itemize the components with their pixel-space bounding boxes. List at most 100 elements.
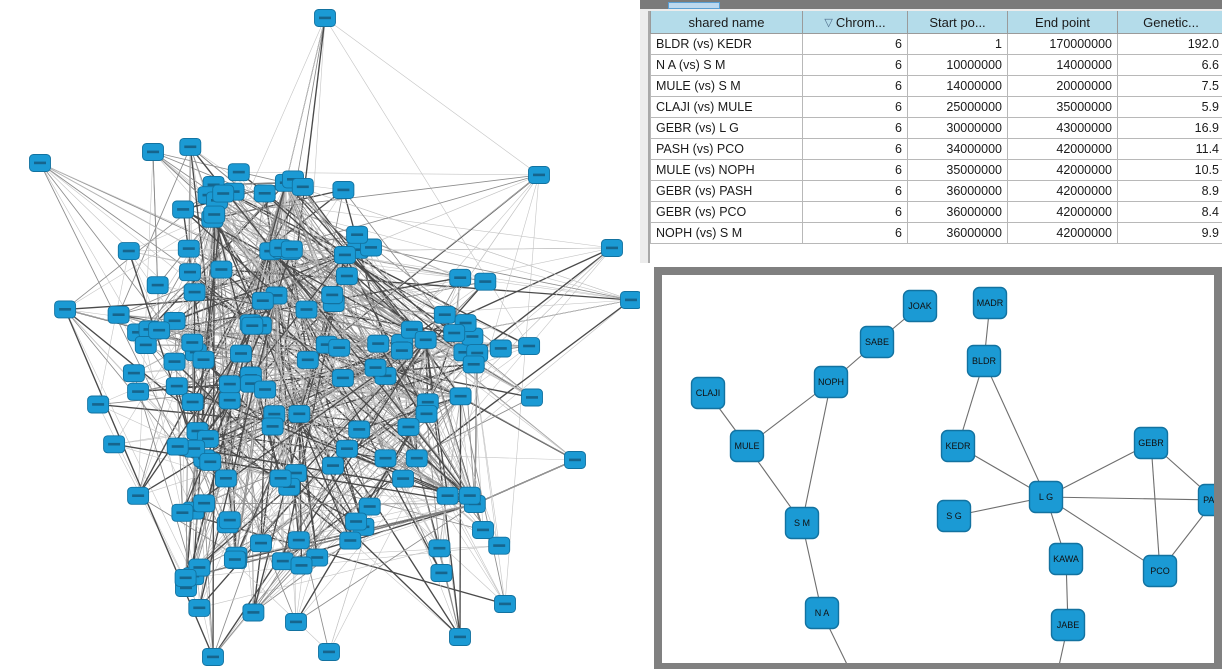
cell-start_point[interactable]: 36000000 xyxy=(907,180,1008,202)
main-network-node[interactable] xyxy=(181,393,204,412)
cell-shared_name[interactable]: NOPH (vs) S M xyxy=(650,222,803,244)
main-network-edge[interactable] xyxy=(192,214,215,403)
cell-genetic[interactable]: 6.6 xyxy=(1117,54,1222,76)
main-network-edge[interactable] xyxy=(192,251,271,343)
main-network-node[interactable] xyxy=(227,163,250,182)
cell-end_point[interactable]: 35000000 xyxy=(1007,96,1118,118)
main-network-node[interactable] xyxy=(474,272,497,291)
main-network-node[interactable] xyxy=(364,358,387,377)
table-row[interactable]: NOPH (vs) S M 6 36000000 42000000 9.9 xyxy=(650,222,1222,244)
main-network-node[interactable] xyxy=(428,539,451,558)
main-network-node[interactable] xyxy=(177,239,200,258)
column-header-start-point[interactable]: Start po... xyxy=(907,11,1008,34)
data-grid-container[interactable]: shared name ▽ Chrom... Start po... End po… xyxy=(648,11,1222,263)
cell-start_point[interactable]: 36000000 xyxy=(907,222,1008,244)
cell-end_point[interactable]: 42000000 xyxy=(1007,138,1118,160)
main-network-edge[interactable] xyxy=(459,396,462,638)
main-network-node[interactable] xyxy=(390,341,413,360)
main-network-edge[interactable] xyxy=(291,186,304,250)
main-network-edge[interactable] xyxy=(425,339,576,461)
main-network-node[interactable] xyxy=(620,291,641,309)
main-network-node[interactable] xyxy=(199,452,222,471)
main-network-edge[interactable] xyxy=(276,182,287,296)
main-network-edge[interactable] xyxy=(39,162,237,561)
cell-genetic[interactable]: 11.4 xyxy=(1117,138,1222,160)
main-network-edge[interactable] xyxy=(252,254,346,613)
main-network-edge[interactable] xyxy=(39,162,426,341)
subnetwork-node-noph[interactable]: NOPH xyxy=(813,365,849,399)
main-network-edge[interactable] xyxy=(199,294,333,609)
main-network-edge[interactable] xyxy=(177,446,262,544)
main-network-node[interactable] xyxy=(528,166,550,184)
main-network-edge[interactable] xyxy=(182,209,277,296)
main-network-edge[interactable] xyxy=(222,193,351,541)
main-network-node[interactable] xyxy=(521,388,543,407)
main-network-edge[interactable] xyxy=(216,200,277,296)
main-network-node[interactable] xyxy=(253,184,276,203)
main-network-node[interactable] xyxy=(269,469,292,488)
main-network-node[interactable] xyxy=(172,200,195,219)
main-network-edge[interactable] xyxy=(137,182,287,333)
main-network-edge[interactable] xyxy=(291,249,340,348)
main-network-edge[interactable] xyxy=(233,191,271,252)
cell-start_point[interactable]: 36000000 xyxy=(907,201,1008,223)
main-network-node[interactable] xyxy=(367,334,390,353)
main-network-edge[interactable] xyxy=(285,17,326,183)
main-network-edge[interactable] xyxy=(280,339,426,479)
main-network-edge[interactable] xyxy=(213,214,307,310)
main-network-edge[interactable] xyxy=(152,151,286,184)
main-network-node[interactable] xyxy=(146,276,169,295)
cell-chromosome[interactable]: 6 xyxy=(802,117,908,139)
main-network-node[interactable] xyxy=(287,531,310,550)
main-network-edge[interactable] xyxy=(285,182,427,341)
main-network-edge[interactable] xyxy=(324,17,530,347)
cell-chromosome[interactable]: 6 xyxy=(802,75,908,97)
main-network-node[interactable] xyxy=(163,352,186,371)
subnetwork-node-l-g[interactable]: L G xyxy=(1028,480,1064,514)
cell-start_point[interactable]: 14000000 xyxy=(907,75,1008,97)
cell-chromosome[interactable]: 6 xyxy=(802,180,908,202)
subnetwork-edge[interactable] xyxy=(1045,496,1161,572)
subnetwork-node-gebr[interactable]: GEBR xyxy=(1133,426,1169,460)
main-network-node[interactable] xyxy=(29,154,51,172)
main-network-node[interactable] xyxy=(174,568,197,587)
cell-genetic[interactable]: 16.9 xyxy=(1117,117,1222,139)
main-network-edge[interactable] xyxy=(235,295,277,556)
main-network-node[interactable] xyxy=(332,181,355,199)
main-network-edge[interactable] xyxy=(152,151,159,286)
main-network-edge[interactable] xyxy=(425,339,500,546)
main-network-edge[interactable] xyxy=(189,146,476,505)
table-tab[interactable] xyxy=(668,2,720,9)
main-network-node[interactable] xyxy=(336,439,358,458)
main-network-node[interactable] xyxy=(212,184,235,203)
main-network-node[interactable] xyxy=(202,648,224,666)
main-network-node[interactable] xyxy=(339,531,362,550)
main-network-node[interactable] xyxy=(345,512,368,531)
cell-genetic[interactable]: 5.9 xyxy=(1117,96,1222,118)
main-network-edge[interactable] xyxy=(338,347,506,605)
subnetwork-node-mule[interactable]: MULE xyxy=(729,429,765,463)
main-network-edge[interactable] xyxy=(203,402,428,504)
main-network-node[interactable] xyxy=(107,305,130,324)
cell-start_point[interactable]: 10000000 xyxy=(907,54,1008,76)
subnetwork-node-jabe[interactable]: JABE xyxy=(1050,608,1086,642)
main-network-edge[interactable] xyxy=(229,495,470,521)
main-network-edge[interactable] xyxy=(460,345,530,397)
main-network-node[interactable] xyxy=(192,350,215,369)
main-network-node[interactable] xyxy=(171,503,194,522)
cell-end_point[interactable]: 14000000 xyxy=(1007,54,1118,76)
cell-start_point[interactable]: 34000000 xyxy=(907,138,1008,160)
main-network-edge[interactable] xyxy=(225,402,428,479)
main-network-edge[interactable] xyxy=(118,314,242,355)
subnetwork-node-kawa[interactable]: KAWA xyxy=(1048,542,1084,576)
cell-shared_name[interactable]: N A (vs) S M xyxy=(650,54,803,76)
column-header-chromosome[interactable]: ▽ Chrom... xyxy=(802,11,908,34)
main-network-edge[interactable] xyxy=(149,182,287,330)
main-network-edge[interactable] xyxy=(324,17,540,176)
main-network-node[interactable] xyxy=(193,494,216,513)
table-row[interactable]: GEBR (vs) PASH 6 36000000 42000000 8.9 xyxy=(650,180,1222,202)
main-network-node[interactable] xyxy=(601,239,623,257)
main-network-edge[interactable] xyxy=(137,332,302,566)
main-network-node[interactable] xyxy=(564,451,586,469)
